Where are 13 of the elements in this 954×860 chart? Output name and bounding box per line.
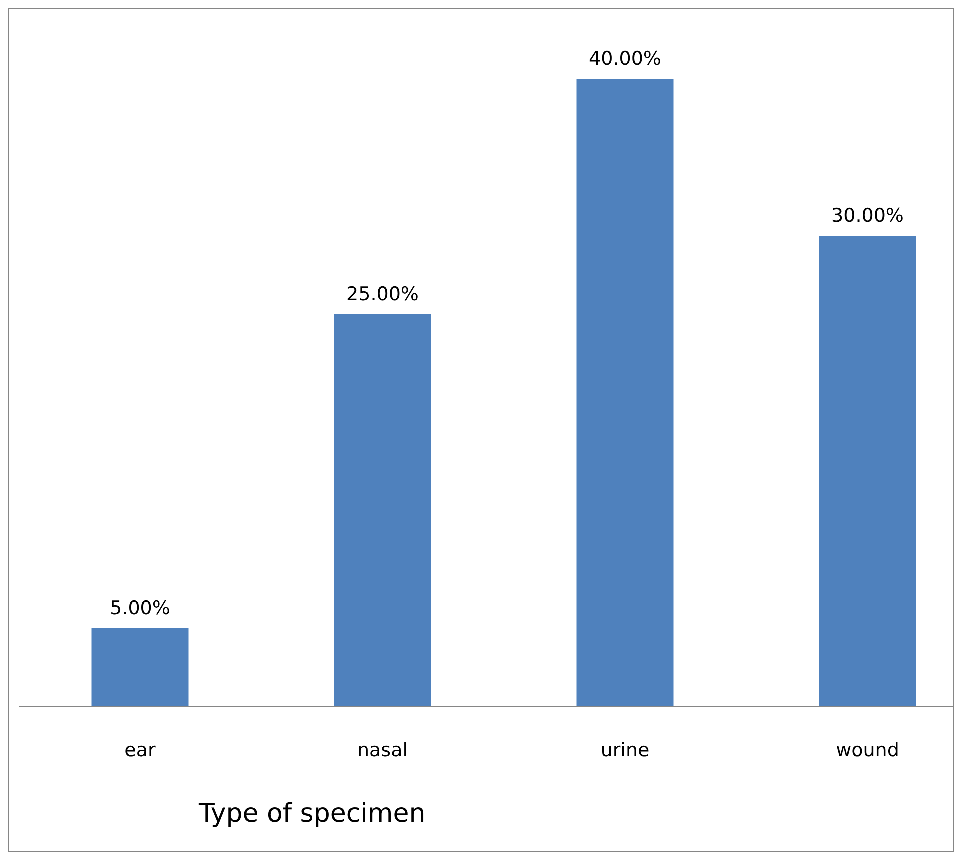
x-tick-label: ear <box>124 739 156 762</box>
x-tick-label: wound <box>836 739 900 762</box>
bar <box>92 628 189 707</box>
data-label: 30.00% <box>832 205 904 227</box>
x-tick-label: urine <box>600 739 650 762</box>
bar <box>576 79 674 707</box>
data-label: 40.00% <box>589 48 662 70</box>
data-label: 5.00% <box>110 598 170 620</box>
data-label: 25.00% <box>346 284 419 306</box>
bar <box>334 314 432 707</box>
x-tick-label: nasal <box>357 739 408 762</box>
x-axis-title: Type of specimen <box>199 799 426 829</box>
bar <box>819 236 916 707</box>
